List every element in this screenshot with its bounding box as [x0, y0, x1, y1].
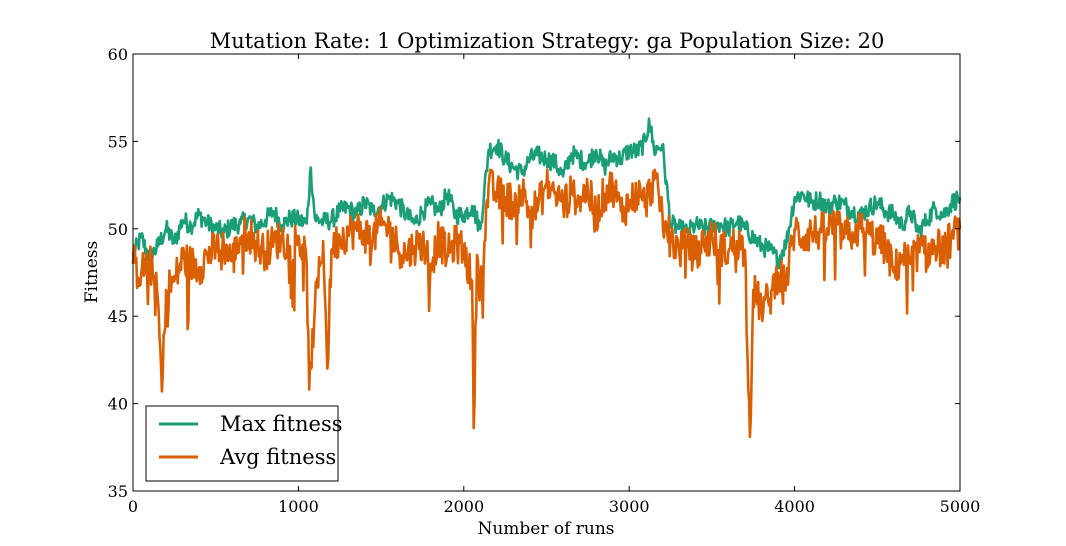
x-tick-label: 4000 [774, 497, 815, 516]
chart-title: Mutation Rate: 1 Optimization Strategy: … [210, 29, 885, 53]
y-axis: 35 40 45 50 55 60 [108, 45, 960, 501]
plot-lines [131, 117, 962, 439]
legend-label-avg-fitness: Avg fitness [219, 445, 336, 469]
legend-label-max-fitness: Max fitness [220, 412, 343, 436]
x-tick-label: 1000 [278, 497, 319, 516]
legend-box [145, 405, 339, 482]
plot-area-frame [132, 53, 961, 492]
x-tick-label: 5000 [940, 497, 981, 516]
y-axis-label: Fitness [82, 241, 102, 304]
y-tick-label: 40 [108, 395, 128, 414]
series-line-max-fitness [131, 117, 962, 270]
x-tick-label: 3000 [609, 497, 650, 516]
series-line-avg-fitness [131, 168, 962, 439]
x-axis: 0 1000 2000 3000 4000 5000 [128, 54, 980, 516]
x-tick-label: 2000 [443, 497, 484, 516]
y-tick-label: 55 [108, 132, 128, 151]
y-tick-label: 45 [108, 307, 128, 326]
x-tick-label: 0 [128, 497, 138, 516]
y-tick-label: 60 [108, 45, 128, 64]
x-axis-label: Number of runs [477, 519, 614, 539]
legend: Max fitness Avg fitness [145, 405, 343, 482]
y-tick-label: 35 [108, 482, 128, 501]
y-tick-label: 50 [108, 220, 128, 239]
